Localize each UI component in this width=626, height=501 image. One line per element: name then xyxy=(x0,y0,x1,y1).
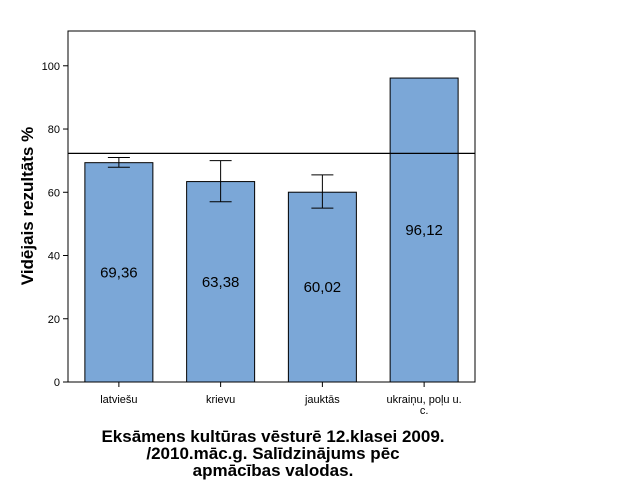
y-tick-label-2: 40 xyxy=(48,251,60,263)
y-axis-label: Vidējais rezultāts % xyxy=(18,127,37,285)
y-tick-label-4: 80 xyxy=(48,124,60,136)
y-tick-label-3: 60 xyxy=(48,187,60,199)
plot-frame xyxy=(67,30,476,383)
chart-caption: Eksāmens kultūras vēsturē 12.klasei 2009… xyxy=(40,428,506,479)
value-label-3: 96,12 xyxy=(405,222,443,239)
y-tick-label-5: 100 xyxy=(42,61,60,73)
value-label-0: 69,36 xyxy=(100,264,138,281)
y-tick-label-1: 20 xyxy=(48,314,60,326)
value-label-1: 63,38 xyxy=(202,274,240,291)
category-label-1: krievu xyxy=(206,394,235,406)
y-tick-label-0: 0 xyxy=(54,377,60,389)
caption-line-2: /2010.māc.g. Salīdzinājums pēc xyxy=(146,444,400,463)
category-label-3: ukraiņu, poļu u. c. xyxy=(387,394,462,417)
caption-line-3: apmācības valodas. xyxy=(192,461,354,480)
caption-line-1: Eksāmens kultūras vēsturē 12.klasei 2009… xyxy=(101,427,445,446)
category-label-0: latviešu xyxy=(100,394,137,406)
bar-1 xyxy=(186,181,256,383)
bar-2 xyxy=(287,191,357,383)
value-label-2: 60,02 xyxy=(304,279,342,296)
category-label-2: jauktās xyxy=(304,394,340,406)
